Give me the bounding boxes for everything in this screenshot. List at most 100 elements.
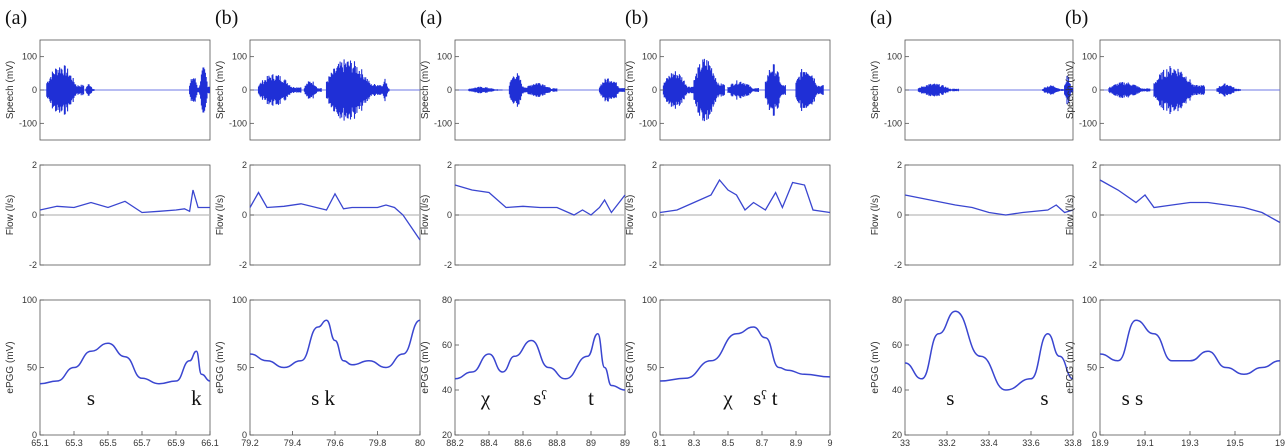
phoneme-label: s <box>946 386 954 410</box>
epgg-line <box>904 310 1074 391</box>
panel-tag: (b) <box>625 7 648 29</box>
speech-burst <box>1216 83 1241 97</box>
x-tick-label: 33.8 <box>1064 438 1082 446</box>
speech-burst <box>1042 85 1065 95</box>
speech-burst <box>795 69 824 111</box>
speech-ytick-label: 100 <box>1082 52 1097 62</box>
speech-ytick-label: 100 <box>437 52 452 62</box>
flow-ytick-label: 0 <box>1092 210 1097 220</box>
epgg-axes <box>659 299 831 436</box>
speech-burst <box>382 78 390 102</box>
x-tick-label: 18.9 <box>1091 438 1109 446</box>
phoneme-label: t <box>588 386 594 410</box>
x-tick-label: 33.6 <box>1022 438 1040 446</box>
epgg-axes <box>249 299 421 436</box>
speech-burst <box>325 59 384 121</box>
speech-ylabel: Speech (mV) <box>420 61 431 119</box>
x-tick-label: 65.9 <box>167 438 185 446</box>
speech-burst <box>727 80 759 100</box>
speech-burst <box>199 67 210 113</box>
x-tick-label: 19.5 <box>1226 438 1244 446</box>
x-tick-label: 79.8 <box>369 438 387 446</box>
x-tick-label: 65.1 <box>31 438 49 446</box>
speech-burst <box>468 86 503 94</box>
flow-ylabel: Flow (l/s) <box>5 195 16 236</box>
phoneme-label: sˁ t <box>753 386 778 410</box>
flow-ytick-label: 2 <box>652 160 657 170</box>
epgg-axes <box>904 299 1074 436</box>
flow-ytick-label: -2 <box>29 260 37 270</box>
speech-ylabel: Speech (mV) <box>625 61 636 119</box>
x-tick-label: 33.4 <box>980 438 998 446</box>
speech-burst <box>1108 82 1151 98</box>
x-tick-label: 89 <box>620 438 630 446</box>
speech-ytick-label: 0 <box>447 85 452 95</box>
x-tick-label: 8.1 <box>654 438 667 446</box>
flow-ylabel: Flow (l/s) <box>420 195 431 236</box>
phoneme-label: sˁ <box>533 386 546 410</box>
flow-ytick-label: -2 <box>239 260 247 270</box>
epgg-ytick-label: 50 <box>1087 363 1097 373</box>
x-tick-label: 33.2 <box>938 438 956 446</box>
speech-burst <box>1153 66 1205 114</box>
speech-ytick-label: 0 <box>1092 85 1097 95</box>
epgg-ytick-label: 50 <box>27 363 37 373</box>
flow-line <box>904 194 1074 216</box>
x-tick-label: 9 <box>827 438 832 446</box>
flow-ytick-label: 2 <box>32 160 37 170</box>
speech-burst <box>508 73 527 107</box>
flow-ytick-label: 0 <box>447 210 452 220</box>
x-tick-label: 8.7 <box>756 438 769 446</box>
speech-ytick-label: 100 <box>22 52 37 62</box>
epgg-line <box>454 333 626 391</box>
speech-burst <box>764 64 786 116</box>
flow-ytick-label: 0 <box>652 210 657 220</box>
speech-burst <box>303 81 322 99</box>
speech-ylabel: Speech (mV) <box>215 61 226 119</box>
flow-ytick-label: 0 <box>32 210 37 220</box>
x-tick-label: 88.6 <box>514 438 532 446</box>
speech-burst <box>46 65 85 115</box>
x-tick-label: 88.4 <box>480 438 498 446</box>
x-tick-label: 19.1 <box>1136 438 1154 446</box>
speech-ytick-label: 0 <box>897 85 902 95</box>
flow-line <box>454 184 626 216</box>
x-tick-label: 88.8 <box>548 438 566 446</box>
speech-ytick-label: 100 <box>887 52 902 62</box>
flow-ytick-label: 0 <box>242 210 247 220</box>
flow-line <box>39 189 210 214</box>
epgg-ytick-label: 50 <box>647 363 657 373</box>
speech-burst <box>189 78 200 102</box>
speech-burst <box>1064 75 1074 105</box>
x-tick-label: 79.2 <box>241 438 259 446</box>
x-tick-label: 80 <box>415 438 425 446</box>
speech-ylabel: Speech (mV) <box>5 61 16 119</box>
epgg-ylabel: ePGG (mV) <box>1065 341 1076 393</box>
panel-tag: (a) <box>870 7 892 29</box>
x-tick-label: 88.2 <box>446 438 464 446</box>
x-tick-label: 8.5 <box>722 438 735 446</box>
speech-ytick-label: -100 <box>639 118 657 128</box>
speech-burst <box>85 84 95 96</box>
flow-line <box>249 191 421 241</box>
flow-ytick-label: 2 <box>447 160 452 170</box>
epgg-ytick-label: 50 <box>237 363 247 373</box>
x-tick-label: 65.3 <box>65 438 83 446</box>
speech-ytick-label: -100 <box>19 118 37 128</box>
flow-line <box>1099 179 1281 224</box>
flow-ytick-label: 0 <box>897 210 902 220</box>
epgg-ytick-label: 40 <box>892 385 902 395</box>
epgg-ytick-label: 0 <box>652 430 657 440</box>
epgg-ylabel: ePGG (mV) <box>870 341 881 393</box>
epgg-ytick-label: 20 <box>442 430 452 440</box>
x-tick-label: 89 <box>586 438 596 446</box>
speech-ytick-label: 0 <box>652 85 657 95</box>
speech-ytick-label: -100 <box>434 118 452 128</box>
speech-burst <box>598 78 625 102</box>
flow-line <box>659 178 831 214</box>
